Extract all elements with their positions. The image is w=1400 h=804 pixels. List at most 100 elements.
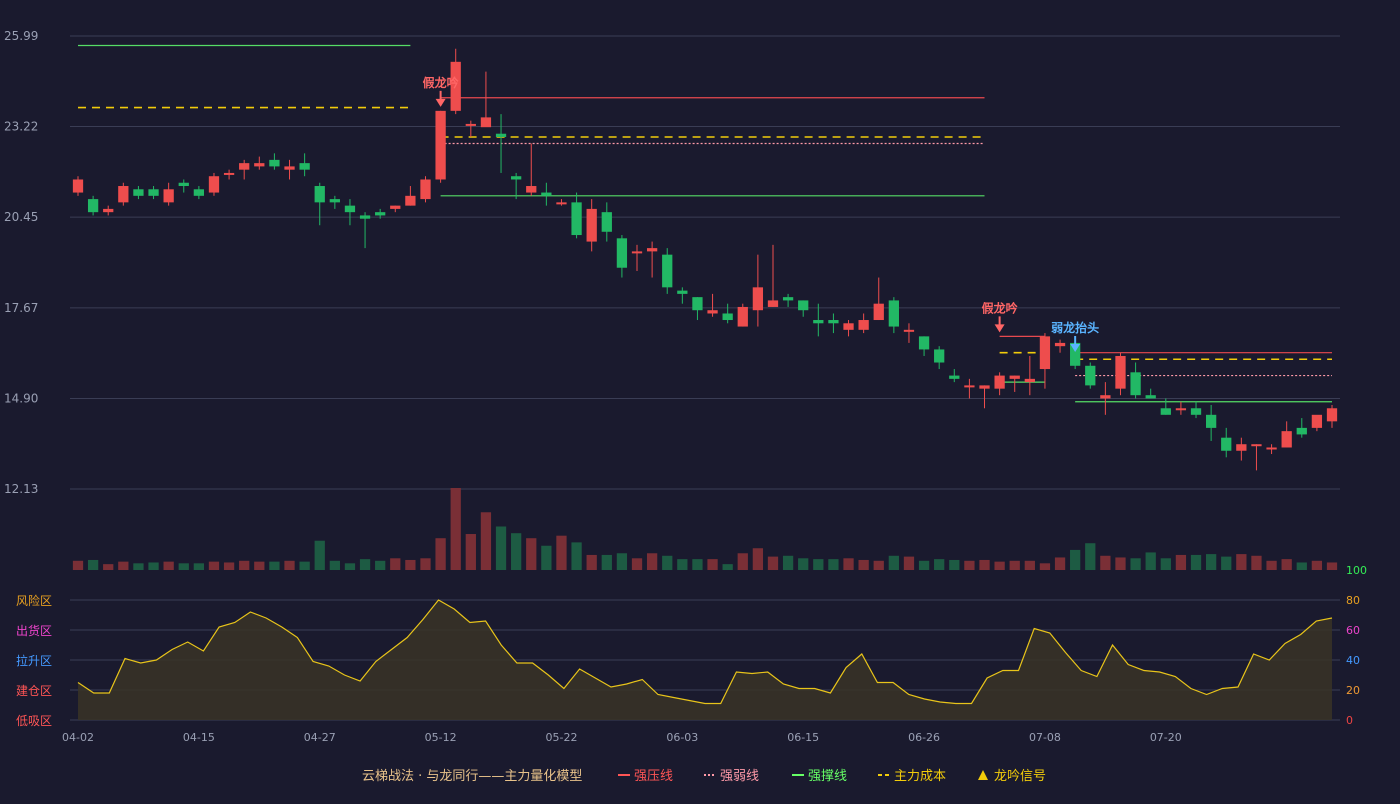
candle-body (994, 375, 1005, 389)
volume-bar (284, 560, 295, 570)
volume-bar (254, 561, 265, 570)
candle-body (1115, 355, 1126, 389)
x-tick-label: 07-20 (1150, 731, 1182, 744)
candle-body (72, 179, 84, 193)
volume-bar (1205, 554, 1217, 570)
volume-bar (1039, 563, 1051, 570)
candle-body (1175, 408, 1187, 411)
zone-label: 建仓区 (16, 684, 52, 698)
volume-bar (843, 558, 854, 570)
volume-bar (631, 558, 643, 570)
candle-body (858, 320, 869, 330)
signal-label: 弱龙抬头 (1051, 320, 1099, 335)
volume-bar (994, 561, 1005, 570)
candle-body (1205, 414, 1217, 428)
signal-arrow-head (1070, 343, 1081, 352)
volume-bar (934, 559, 945, 570)
candle-body (269, 159, 280, 167)
candle-body (1070, 342, 1081, 366)
candle-body (329, 199, 340, 203)
volume-bar (571, 542, 582, 570)
indicator-layer (77, 599, 1333, 720)
candle-body (631, 251, 643, 254)
volume-bar (873, 560, 884, 570)
candle-body (888, 300, 899, 327)
volume-bar (1266, 560, 1277, 570)
candle-body (435, 110, 446, 180)
candle-body (118, 186, 129, 203)
volume-bar (72, 560, 84, 570)
volume-bar (223, 562, 235, 570)
indicator-tick-label: 60 (1346, 624, 1360, 637)
candle-body (828, 320, 839, 324)
volume-bar (1115, 557, 1126, 570)
price-tick-label: 20.45 (4, 210, 38, 224)
volume-bar (133, 563, 144, 570)
level-lines-layer (78, 44, 1332, 403)
volume-bar (329, 560, 340, 570)
x-tick-label: 06-15 (787, 731, 819, 744)
volume-bar (405, 559, 416, 570)
volume-bar (390, 558, 401, 570)
indicator-line (77, 599, 1333, 705)
volume-bar (692, 559, 703, 570)
candle-body (390, 205, 401, 209)
candle-body (813, 320, 824, 324)
volume-bar (662, 555, 673, 570)
candle-body (163, 189, 174, 203)
volume-bar (299, 561, 310, 570)
candle-body (1311, 414, 1323, 428)
candle-body (782, 297, 794, 301)
candle-body (1251, 444, 1262, 447)
candle-body (223, 172, 235, 175)
candle-body (1236, 444, 1247, 451)
indicator-tick-label: 0 (1346, 714, 1353, 727)
volume-bar (1085, 543, 1096, 570)
volume-bar (359, 559, 371, 570)
price-tick-label: 23.22 (4, 120, 38, 134)
volume-layer (72, 488, 1338, 570)
volume-bar (1175, 554, 1187, 570)
candle-body (465, 123, 476, 126)
volume-bar (314, 540, 325, 570)
x-tick-label: 04-02 (62, 731, 94, 744)
volume-bar (737, 553, 748, 570)
candle-body (662, 254, 673, 288)
candle-body (420, 179, 431, 200)
signal-arrow-head (994, 324, 1005, 333)
candle-body (601, 212, 612, 232)
volume-bar (1296, 562, 1307, 570)
candle-body (586, 208, 597, 242)
volume-bar (1024, 560, 1035, 570)
candle-body (193, 189, 205, 196)
candle-body (752, 287, 764, 311)
volume-bar (1130, 558, 1141, 570)
candle-body (480, 117, 492, 128)
candle-body (1085, 365, 1096, 386)
volume-bar (828, 559, 839, 570)
candle-body (1266, 447, 1277, 450)
volume-bar (526, 538, 537, 570)
x-tick-label: 04-27 (304, 731, 336, 744)
candle-body (178, 182, 189, 187)
x-tick-label: 05-12 (425, 731, 457, 744)
x-tick-label: 05-22 (545, 731, 577, 744)
candle-body (918, 336, 930, 350)
volume-bar (949, 559, 960, 570)
candles-layer (72, 48, 1338, 471)
x-tick-label: 06-26 (908, 731, 940, 744)
volume-bar (1009, 560, 1020, 570)
candle-body (767, 300, 779, 307)
candle-body (949, 375, 960, 379)
candle-body (692, 297, 703, 311)
candle-body (1009, 375, 1020, 379)
volume-bar (1281, 559, 1292, 570)
legend-item-label: 龙吟信号 (994, 768, 1046, 784)
candle-body (405, 195, 416, 206)
volume-bar (375, 560, 386, 570)
volume-bar (782, 555, 794, 570)
volume-bar (1160, 558, 1171, 570)
volume-bar (979, 559, 990, 570)
candle-body (1100, 395, 1111, 399)
